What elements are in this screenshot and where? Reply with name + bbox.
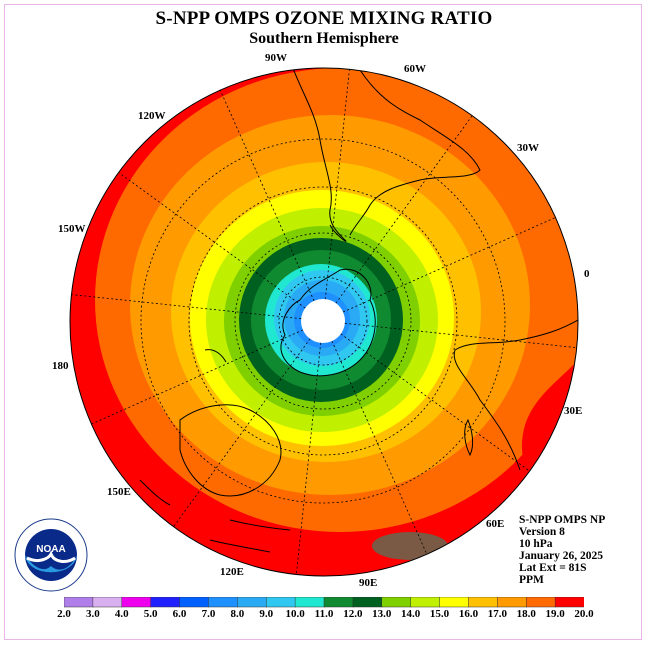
lon-label-30e: 30E (564, 405, 583, 417)
info-version: Version 8 (519, 526, 565, 538)
colorbar-swatch (525, 597, 556, 608)
colorbar-swatch (64, 597, 94, 608)
colorbar-label: 11.0 (314, 608, 334, 620)
meridian-line (335, 110, 477, 304)
lon-label-0: 0 (584, 268, 590, 280)
meridian-line (70, 293, 302, 320)
colorbar-swatch (381, 597, 412, 608)
colorbar-label: 3.0 (86, 608, 100, 620)
lon-label-120w: 120W (138, 110, 166, 122)
colorbar-label: 15.0 (429, 608, 450, 620)
lon-label-60w: 60W (404, 63, 426, 75)
colorbar-swatch (179, 597, 210, 608)
colorbar-label: 20.0 (574, 608, 594, 620)
meridian-line (112, 167, 306, 309)
colorbar-labels: 2.0 3.0 4.0 5.0 6.0 7.0 8.0 9.0 10.0 11.0 12.0 13.0… (0, 608, 648, 622)
lon-label-120e: 120E (220, 566, 244, 578)
colorbar-swatch (554, 597, 584, 608)
lon-label-60e: 60E (486, 518, 505, 530)
info-pressure: 10 hPa (519, 538, 553, 550)
lon-label-150e: 150E (107, 486, 131, 498)
colorbar-swatch (265, 597, 296, 608)
colorbar-label: 12.0 (343, 608, 363, 620)
colorbar-swatch (497, 597, 527, 608)
meridian-line (85, 329, 304, 428)
colorbar-label: 2.0 (57, 608, 71, 620)
colorbar-swatch (323, 597, 354, 608)
colorbar (64, 597, 584, 608)
map-subtitle: Southern Hemisphere (249, 30, 399, 47)
info-date: January 26, 2025 (519, 550, 604, 562)
info-units: PPM (519, 574, 544, 586)
colorbar-label: 18.0 (516, 608, 536, 620)
meridian-line (342, 214, 561, 313)
colorbar-swatch (294, 597, 325, 608)
lon-label-150w: 150W (58, 223, 86, 235)
colorbar-swatch (92, 597, 123, 608)
colorbar-label: 17.0 (487, 608, 507, 620)
noaa-logo-text: NOAA (36, 544, 65, 555)
colorbar-swatch (237, 597, 267, 608)
coastlines (139, 68, 578, 553)
colorbar-label: 8.0 (230, 608, 245, 620)
colorbar-swatch (468, 597, 499, 608)
info-lat-ext: Lat Ext = 81S (519, 562, 587, 574)
meridian-line (216, 83, 315, 302)
colorbar-label: 14.0 (401, 608, 421, 620)
colorbar-label: 9.0 (259, 608, 274, 620)
graticule (140, 138, 506, 504)
local-max-area (372, 532, 448, 560)
colorbar-swatch (208, 597, 239, 608)
polar-no-data-cap (301, 299, 345, 343)
meridian-line (324, 68, 351, 300)
colorbar-label: 5.0 (143, 608, 158, 620)
meridian-line (340, 333, 534, 475)
info-instrument: S-NPP OMPS NP (519, 514, 606, 526)
meridians (70, 68, 578, 576)
colorbar-label: 13.0 (372, 608, 392, 620)
figure-frame (4, 4, 642, 640)
info-block: S-NPP OMPS NP Version 8 10 hPa January 2… (519, 514, 605, 586)
lon-label-90e: 90E (359, 577, 378, 589)
meridian-line (295, 342, 322, 576)
colorbar-swatch (439, 597, 470, 608)
map-title: S-NPP OMPS OZONE MIXING RATIO (155, 8, 493, 29)
colorbar-label: 6.0 (172, 608, 187, 620)
colorbar-label: 10.0 (285, 608, 305, 620)
colorbar-swatch (410, 597, 441, 608)
meridian-line (331, 340, 430, 559)
colorbar-label: 19.0 (545, 608, 565, 620)
lon-label-90w: 90W (265, 52, 287, 64)
colorbar-swatch (352, 597, 383, 608)
colorbar-label: 16.0 (458, 608, 479, 620)
meridian-line (169, 338, 311, 532)
lon-label-30w: 30W (517, 142, 539, 154)
lon-label-180: 180 (52, 360, 69, 372)
noaa-logo: NOAA (14, 518, 88, 592)
map-boundary (69, 67, 579, 577)
meridian-line (344, 322, 578, 349)
colorbar-label: 7.0 (201, 608, 216, 620)
colorbar-swatch (150, 597, 181, 608)
colorbar-swatch (121, 597, 152, 608)
colorbar-label: 4.0 (114, 608, 129, 620)
